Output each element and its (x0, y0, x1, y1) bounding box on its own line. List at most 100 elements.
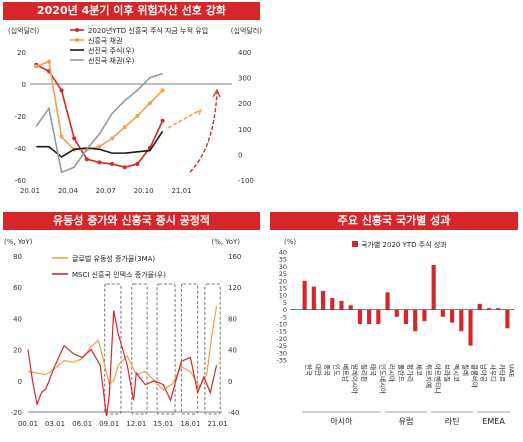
chart3-group-label: 아시아 (330, 416, 353, 426)
chart3-bar (320, 290, 326, 310)
chart2-ytick-left: 20 (13, 347, 22, 355)
chart3-category-label: 아르헨티나 (434, 364, 443, 394)
chart2-highlight-box (156, 283, 176, 415)
chart1-series-point-1 (97, 144, 102, 149)
chart3-category-label: 러시아 (388, 364, 397, 382)
chart3-category-label: 헝가리 (406, 364, 415, 382)
chart1-legend-label: 선진국 주식(우) (88, 46, 135, 55)
chart1-ytick-right: -100 (238, 177, 254, 185)
chart1-ytick-left: 20 (17, 49, 26, 57)
chart1-series-point-1 (160, 88, 165, 93)
chart1-series-point-0 (84, 157, 89, 162)
chart2-ytick-right: 160 (228, 253, 241, 261)
chart2-series-line-1 (27, 310, 218, 416)
chart3-legend-swatch (352, 241, 358, 247)
chart2-ytick-right: 80 (228, 315, 237, 323)
chart3-bar (330, 298, 335, 310)
chart3-ylabel: (%) (284, 238, 296, 246)
chart2-ytick-right: -40 (228, 409, 239, 417)
chart2-legend-label: 글로벌 유동성 증가율(3MA) (72, 254, 155, 263)
chart3-legend-label: 국가별 2020 YTD 주식 성과 (361, 240, 447, 249)
chart3-bar (403, 309, 409, 324)
chart3-bar (413, 309, 418, 332)
chart1-svg: (십억달러) (십억달러)200-20-40-604003002001000-10… (8, 26, 262, 195)
chart3-bar (440, 309, 445, 317)
chart1-panel: 2020년 4분기 이후 위험자산 선호 강화 (십억달러) (십억달러) 20 0-… (0, 0, 262, 210)
chart1-legend-marker (75, 28, 79, 32)
chart2-xtick: 09.01 (99, 420, 119, 428)
chart1-ytick-right: 0 (238, 151, 242, 159)
chart3-group-label: EMEA (482, 417, 505, 426)
chart1-ytick-right: 200 (238, 100, 251, 108)
chart1-ytick-right: 400 (238, 49, 251, 57)
chart1-xtick: 20.01 (20, 187, 40, 195)
chart2-ytick-left: 0 (18, 378, 22, 386)
chart2-ytick-right: 40 (228, 347, 237, 355)
chart3-ytick: -30 (276, 349, 287, 357)
chart1-legend-marker (75, 38, 79, 42)
chart2-svg: (%, YoY) (%, YoY) 80 60 40 20 0 -20 160 120 80 40 0 -… (4, 238, 241, 428)
chart1-ytick-left: -40 (15, 145, 26, 153)
chart3-category-label: 브라질 (443, 364, 452, 382)
chart2-ytick-right: 0 (228, 378, 232, 386)
chart3-bar (422, 309, 427, 322)
chart1-xtick: 20.04 (58, 187, 79, 195)
chart3-bar (311, 286, 316, 310)
chart3-bar (496, 308, 501, 310)
chart2-ytick-right: 120 (228, 284, 241, 292)
chart3-bar (348, 305, 353, 310)
chart1-trend-arrow-orange (167, 109, 201, 129)
chart3-bar (385, 292, 390, 310)
chart3-bar (505, 309, 510, 329)
chart3-category-label: 카타르 (498, 364, 507, 382)
chart3-group-label: 라틴 (445, 416, 460, 426)
chart3-group-label: 유럽 (399, 417, 414, 426)
chart1-series-point-0 (97, 160, 102, 165)
chart1-series-point-1 (34, 64, 39, 69)
chart3-category-label: 인도 (332, 364, 341, 376)
chart2-xtick: 00.01 (18, 420, 38, 428)
chart3-ytick: -5 (281, 313, 287, 321)
chart2-xtick: 06.01 (72, 420, 92, 428)
chart1-xtick: 20.07 (96, 187, 116, 195)
chart3-ytick: -25 (276, 342, 287, 350)
chart3-bar (431, 264, 436, 310)
chart3-ytick: 35 (279, 256, 287, 264)
chart3-category-label: 베트남 (341, 364, 350, 382)
chart2-xtick: 18.01 (180, 420, 200, 428)
chart1-ytick-right: 300 (238, 75, 251, 83)
chart3-category-label: UAE (507, 364, 515, 377)
chart3-ytick: -15 (276, 328, 287, 336)
chart3-ytick: -20 (276, 335, 287, 343)
chart1-trend-arrowhead-red (212, 88, 221, 98)
chart1-legend-label: 선진국 채권(우) (88, 56, 135, 65)
chart1-ytick-left: -20 (15, 113, 26, 121)
chart2-series-line-0 (27, 305, 218, 391)
chart1-series-point-1 (46, 59, 51, 64)
chart3-bar (302, 280, 307, 310)
chart3-category-label: 사우디 (489, 364, 498, 382)
chart3-category-label: 콜롬비아 (471, 364, 480, 388)
chart3-bar (477, 303, 482, 310)
chart3-bar (357, 309, 362, 324)
chart1-series-point-1 (147, 101, 152, 106)
chart3-ytick: 25 (279, 270, 287, 278)
chart1-series-point-0 (135, 162, 140, 166)
chart2-ylabel-left: (%, YoY) (4, 238, 33, 246)
chart2-ytick-left: -20 (11, 409, 22, 417)
chart2-highlight-box (104, 283, 122, 415)
chart3-category-label: 폴란드 (397, 364, 405, 382)
chart2-xtick: 03.01 (45, 420, 65, 428)
chart3-bar (459, 309, 464, 332)
chart2-title: 유동성 증가와 신흥국 증시 공정적 (3, 212, 260, 230)
chart1-xtick: 21.01 (171, 187, 191, 195)
chart3-bar (367, 309, 372, 324)
chart2-ylabel-right: (%, YoY) (212, 238, 241, 246)
chart1-series-point-1 (59, 134, 64, 139)
chart3-ytick: 30 (279, 263, 287, 271)
chart3-ytick: 10 (279, 292, 287, 300)
chart1-series-point-1 (135, 114, 140, 118)
chart2-highlight-box (180, 283, 199, 415)
chart3-bar (394, 309, 399, 317)
